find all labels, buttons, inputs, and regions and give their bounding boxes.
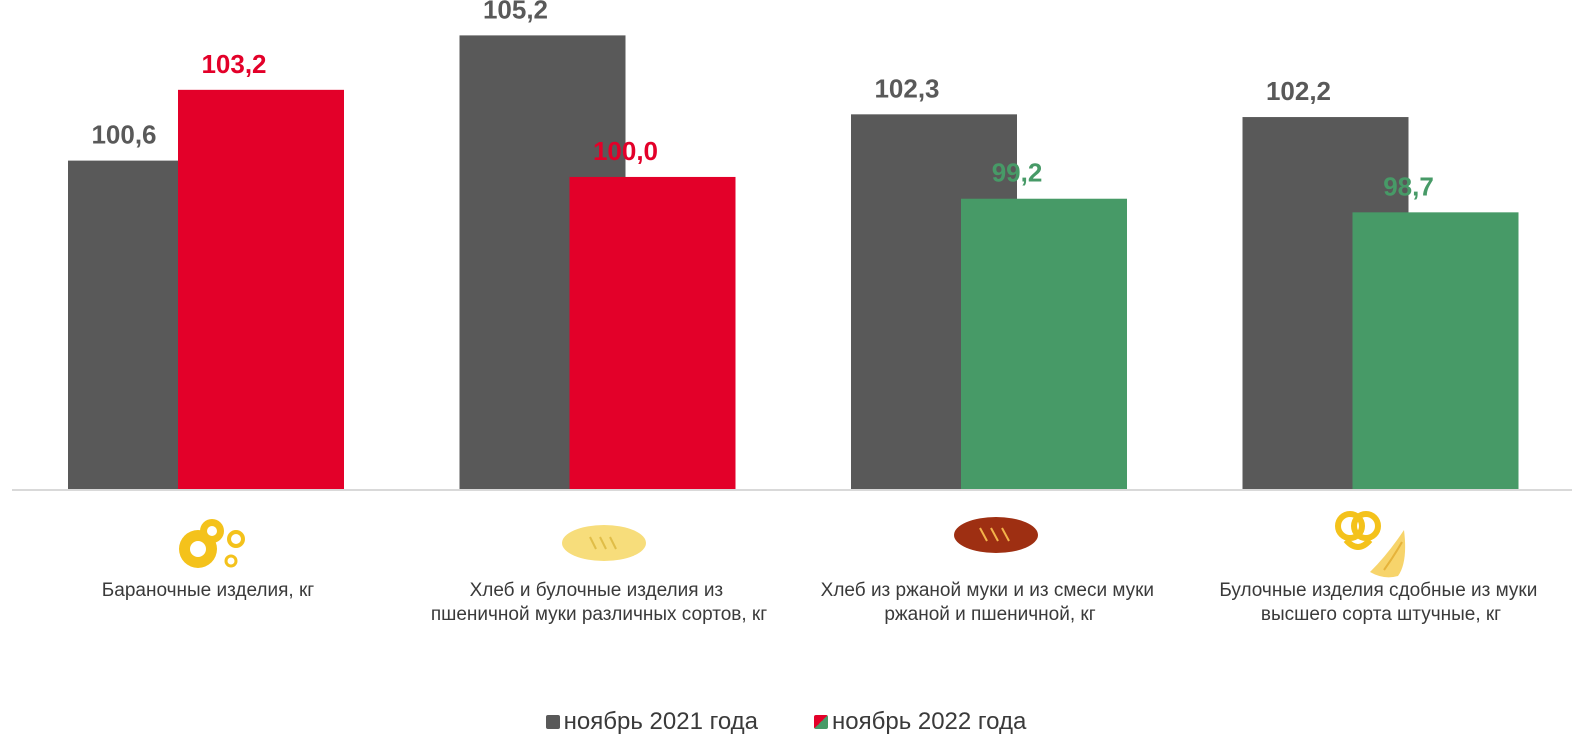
category-label-3-line-2: ржаной и пшеничной, кг xyxy=(884,604,1095,625)
legend-swatch-2021 xyxy=(545,715,560,729)
bar-2022-3 xyxy=(961,198,1127,490)
category-label-4-line-2: высшего сорта штучные, кг xyxy=(1261,604,1501,625)
category-label-2-line-2: пшеничной муки различных сортов, кг xyxy=(431,604,767,625)
category-label-2-line-1: Хлеб и булочные изделия из xyxy=(470,580,724,601)
value-label-2021-4: 102,2 xyxy=(1266,76,1331,106)
legend-swatch-2022 xyxy=(814,715,828,729)
category-label-4: Булочные изделия сдобные из муки высшего… xyxy=(1219,580,1542,625)
legend-label-2021: ноябрь 2021 года xyxy=(563,708,758,735)
value-label-2021-2: 105,2 xyxy=(483,0,548,24)
category-label-1-line-1: Бараночные изделия, кг xyxy=(102,580,314,601)
category-label-1: Бараночные изделия, кг xyxy=(102,580,314,601)
pretzel-croissant-icon xyxy=(1335,511,1406,578)
category-label-3: Хлеб из ржаной муки и из смеси муки ржан… xyxy=(821,580,1160,625)
bagels-icon xyxy=(179,519,245,568)
value-label-2022-3: 99,2 xyxy=(992,158,1043,188)
value-label-2022-2: 100,0 xyxy=(593,136,658,166)
value-label-2022-4: 98,7 xyxy=(1383,171,1434,201)
category-label-4-line-1: Булочные изделия сдобные из муки xyxy=(1219,580,1537,601)
category-label-3-line-1: Хлеб из ржаной муки и из смеси муки xyxy=(821,580,1154,601)
legend-item-2021: ноябрь 2021 года xyxy=(545,708,758,736)
legend-label-2022: ноябрь 2022 года xyxy=(832,708,1027,735)
wheat-loaf-icon xyxy=(562,525,646,561)
category-label-2: Хлеб и булочные изделия из пшеничной мук… xyxy=(431,580,767,625)
value-label-2021-1: 100,6 xyxy=(91,120,156,150)
bar-2022-2 xyxy=(569,176,736,490)
value-label-2022-1: 103,2 xyxy=(201,49,266,79)
value-label-2021-3: 102,3 xyxy=(874,73,939,103)
rye-loaf-icon xyxy=(954,517,1038,553)
bar-chart: 100,6 103,2 105,2 100,0 102,3 99,2 102,2 98,7 Б… xyxy=(12,0,1572,625)
value-labels-layer: 100,6 103,2 105,2 100,0 102,3 99,2 102,2 98,7 xyxy=(91,0,1433,201)
legend: ноябрь 2021 года ноябрь 2022 года xyxy=(0,706,1572,738)
bar-2022-1 xyxy=(178,89,344,490)
bars-layer xyxy=(68,35,1519,491)
bar-2022-4 xyxy=(1352,212,1519,491)
legend-item-2022: ноябрь 2022 года xyxy=(814,708,1026,736)
